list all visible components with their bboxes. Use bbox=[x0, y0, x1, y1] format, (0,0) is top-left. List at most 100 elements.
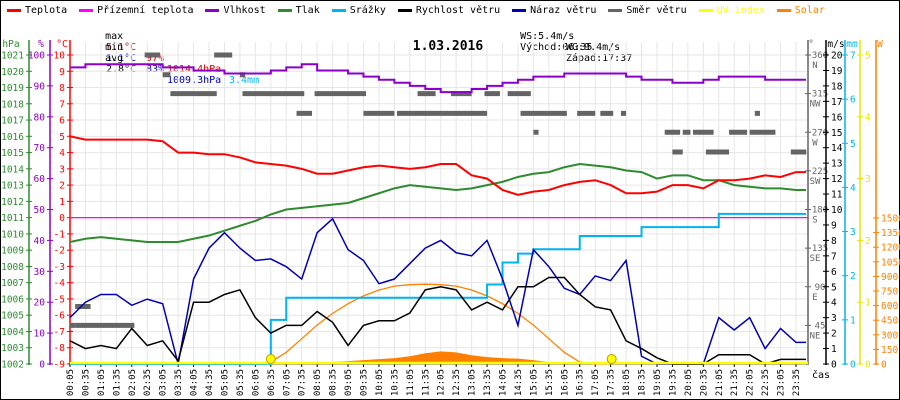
pressure-axis-tick-label: 1008 bbox=[1, 262, 24, 273]
humidity-axis-tick-label: 30 bbox=[34, 267, 46, 278]
wind-axis-tick-label: 6 bbox=[831, 267, 837, 278]
x-tick-label: 13:35 bbox=[483, 369, 493, 396]
wind-axis-tick-label: 14 bbox=[831, 143, 843, 154]
solar-axis-tick-label: 300 bbox=[881, 330, 898, 341]
stats-min-press: 1009.3hPa bbox=[167, 75, 222, 86]
humidity-axis-tick-label: 80 bbox=[34, 112, 46, 123]
wind-axis-tick-label: 18 bbox=[831, 81, 843, 92]
wind-axis-tick-label: 0 bbox=[831, 360, 837, 371]
solar-axis-tick-label: 0 bbox=[881, 360, 887, 371]
wind-direction-mark bbox=[242, 91, 305, 97]
legend-label: Srážky bbox=[349, 4, 386, 16]
x-tick-label: 00:35 bbox=[81, 369, 91, 396]
x-tick-label: 07:35 bbox=[298, 369, 308, 396]
temperature-axis-tick-label: 4 bbox=[59, 148, 65, 159]
legend-item: UV index bbox=[698, 3, 765, 17]
temperature-unit-label: °C bbox=[56, 39, 67, 50]
direction-unit-label: ° bbox=[808, 39, 814, 50]
direction-axis-tick-label: 315 bbox=[812, 90, 828, 100]
humidity-axis-tick-label: 10 bbox=[34, 329, 46, 340]
x-tick-label: 17:35 bbox=[607, 369, 617, 396]
wind-speed-line bbox=[69, 276, 806, 365]
direction-axis-compass-label: SE bbox=[810, 254, 821, 264]
wind-direction-mark bbox=[75, 322, 135, 328]
temperature-axis-tick-label: 5 bbox=[59, 132, 65, 143]
temperature-axis-tick-label: 0 bbox=[59, 213, 65, 224]
temperature-axis-tick-label: -1 bbox=[54, 229, 66, 240]
temperature-axis-tick-label: -2 bbox=[54, 246, 65, 257]
stats-wind-row: WS:5.4m/s WG:9.4m/s bbox=[496, 20, 620, 64]
legend-item: Tlak bbox=[277, 3, 320, 17]
direction-axis-compass-label: NW bbox=[810, 100, 821, 110]
x-tick-label: 22:05 bbox=[746, 369, 756, 396]
legend-label: Tlak bbox=[295, 4, 320, 16]
rain-axis-tick-label: 4 bbox=[850, 183, 856, 194]
x-tick-label: 13:05 bbox=[468, 369, 478, 396]
humidity-axis-tick-label: 20 bbox=[34, 298, 46, 309]
stats-sunset: Západ:17:37 bbox=[566, 53, 633, 64]
x-tick-label: 15:05 bbox=[529, 369, 539, 396]
temperature-axis-tick-label: -7 bbox=[54, 327, 65, 338]
x-tick-label: 19:35 bbox=[668, 369, 678, 396]
temperature-axis-tick-label: 3 bbox=[59, 164, 65, 175]
legend-label: Vlhkost bbox=[223, 4, 266, 16]
stats-min-label: min bbox=[105, 42, 124, 53]
legend-item: Přízemní teplota bbox=[79, 3, 193, 17]
solar-axis-tick-label: 1500 bbox=[881, 214, 900, 225]
uv-axis-tick-label: 3 bbox=[865, 174, 871, 185]
wind-direction-mark bbox=[520, 110, 567, 116]
legend-label: Rychlost větru bbox=[415, 4, 501, 16]
temperature-axis-tick-label: 10 bbox=[54, 51, 66, 62]
temperature-line bbox=[69, 135, 806, 196]
x-tick-label: 04:35 bbox=[205, 369, 215, 396]
wind-direction-mark bbox=[507, 91, 531, 97]
rain-axis-tick-label: 5 bbox=[850, 139, 856, 150]
wind-direction-mark bbox=[749, 129, 776, 135]
pressure-axis-tick-label: 1012 bbox=[1, 197, 24, 208]
humidity-axis-tick-label: 40 bbox=[34, 236, 46, 247]
legend-swatch bbox=[205, 8, 220, 12]
axes: 1002100310041005100610071008100910101011… bbox=[1, 39, 900, 396]
stats-sun-row: Východ:06:35 Západ:17:37 bbox=[496, 31, 632, 75]
humidity-line bbox=[70, 63, 806, 94]
x-tick-label: 23:35 bbox=[792, 369, 802, 396]
legend: Teplota Přízemní teplota Vlhkost Tlak Srážky… bbox=[7, 3, 825, 17]
temperature-axis-tick-label: -8 bbox=[54, 343, 66, 354]
legend-item: Vlhkost bbox=[205, 3, 266, 17]
pressure-axis-tick-label: 1010 bbox=[1, 229, 24, 240]
temperature-axis-tick-label: 6 bbox=[59, 116, 65, 127]
x-tick-label: 09:35 bbox=[359, 369, 369, 396]
pressure-axis-tick-label: 1002 bbox=[1, 360, 24, 371]
legend-swatch bbox=[776, 8, 791, 12]
legend-swatch bbox=[277, 8, 292, 12]
sunset-marker bbox=[606, 354, 617, 364]
pressure-axis-tick-label: 1018 bbox=[1, 99, 24, 110]
x-tick-label: 12:35 bbox=[452, 369, 462, 396]
chart-title: 1.03.2016 bbox=[413, 39, 484, 54]
wind-direction-mark bbox=[214, 52, 233, 58]
wind-direction-mark bbox=[729, 129, 748, 135]
x-tick-label: 21:05 bbox=[715, 369, 725, 396]
solar-axis-tick-label: 600 bbox=[881, 301, 898, 312]
rain-axis-tick-label: 7 bbox=[850, 51, 856, 62]
legend-swatch bbox=[79, 8, 94, 12]
wind-direction-mark bbox=[417, 91, 436, 97]
solar-axis-tick-label: 900 bbox=[881, 272, 898, 283]
solar-axis-tick-label: 1350 bbox=[881, 228, 900, 239]
temperature-axis-tick-label: -9 bbox=[54, 360, 66, 371]
temperature-axis-tick-label: 1 bbox=[59, 197, 65, 208]
uv-axis-tick-label: 5 bbox=[865, 51, 871, 62]
stats-max-hum: 97% bbox=[146, 53, 165, 64]
pressure-axis-tick-label: 1015 bbox=[1, 148, 24, 159]
legend-swatch bbox=[512, 8, 527, 12]
wind-direction-mark bbox=[363, 110, 395, 116]
wind-axis-tick-label: 19 bbox=[831, 66, 843, 77]
wind-unit-label: m/s bbox=[827, 39, 844, 50]
wind-direction-mark bbox=[705, 149, 730, 155]
direction-axis-compass-label: SW bbox=[810, 177, 821, 187]
pressure-axis-tick-label: 1003 bbox=[1, 343, 24, 354]
wind-direction-mark bbox=[672, 149, 683, 155]
uv-axis-tick-label: 2 bbox=[865, 236, 871, 247]
x-tick-label: 05:05 bbox=[220, 369, 230, 396]
direction-axis-tick-label: 135 bbox=[812, 244, 828, 254]
